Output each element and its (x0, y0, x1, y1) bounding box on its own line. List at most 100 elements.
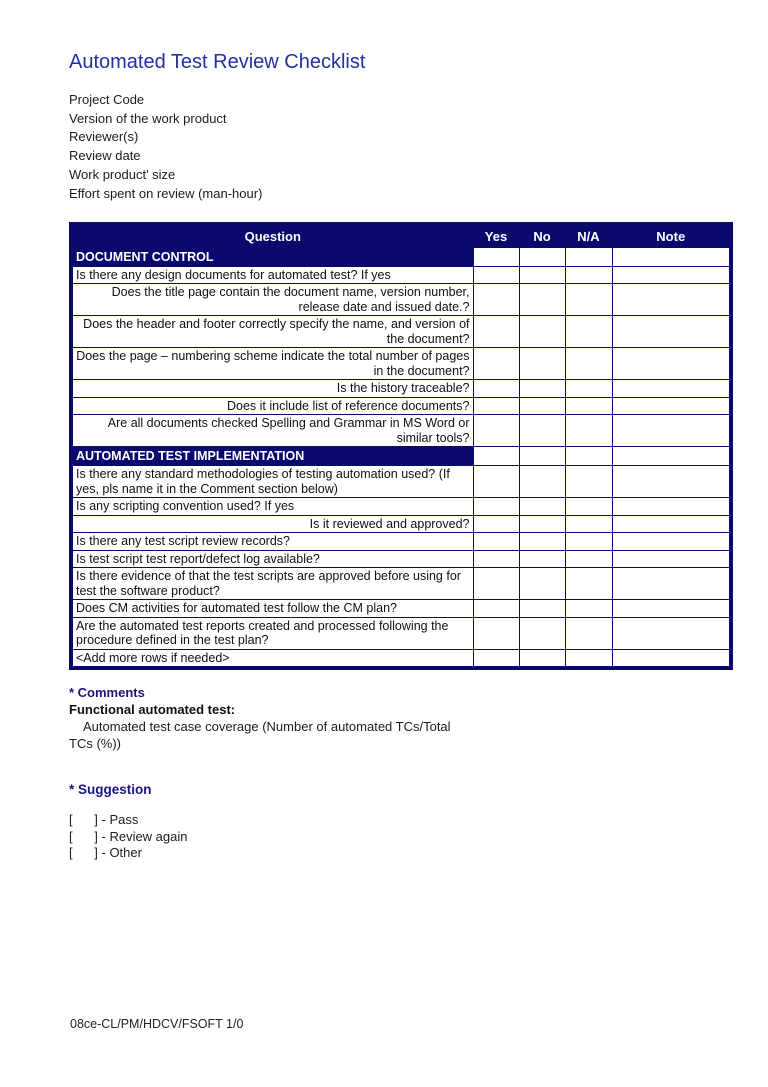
answer-cell-na (564, 567, 613, 601)
column-header-question: Question (70, 223, 474, 248)
answer-cell-note (611, 265, 732, 285)
answer-cell-no (518, 549, 566, 569)
answer-cell-no (518, 567, 566, 601)
table-row: Does CM activities for automated test fo… (70, 599, 732, 618)
answer-cell-yes (472, 648, 520, 669)
comments-heading: * Comments (69, 685, 145, 701)
table-row: Is there any standard methodologies of t… (70, 465, 732, 499)
answer-cell-na (564, 465, 613, 499)
answer-cell-no (518, 265, 566, 285)
answer-cell-note (611, 616, 732, 650)
table-row: Are the automated test reports created a… (70, 616, 732, 650)
table-row: Is it reviewed and approved? (70, 514, 732, 534)
question-cell: Is it reviewed and approved? (70, 514, 474, 534)
meta-field: Reviewer(s) (69, 129, 139, 145)
section-row: DOCUMENT CONTROL (70, 246, 732, 267)
answer-cell-no (518, 246, 566, 267)
answer-cell-no (518, 315, 566, 349)
checklist-table-body: DOCUMENT CONTROL Is there any design doc… (70, 246, 732, 669)
table-row: Does the title page contain the document… (70, 283, 732, 317)
answer-cell-na (564, 379, 613, 398)
answer-cell-note (611, 514, 732, 534)
question-cell: Is there any test script review records? (70, 532, 474, 551)
answer-cell-note (611, 532, 732, 551)
answer-cell-yes (472, 283, 520, 317)
checklist-table-head: Question Yes No N/A Note (70, 223, 732, 248)
question-cell: Is there any design documents for automa… (70, 265, 474, 285)
question-cell: Does the page – numbering scheme indicat… (70, 347, 474, 381)
answer-cell-na (564, 532, 613, 551)
answer-cell-no (518, 465, 566, 499)
column-header-na: N/A (564, 223, 613, 248)
section-row: AUTOMATED TEST IMPLEMENTATION (70, 446, 732, 467)
answer-cell-yes (472, 414, 520, 448)
meta-field: Work product' size (69, 166, 176, 182)
answer-cell-yes (472, 616, 520, 650)
table-row: Is there evidence of that the test scrip… (70, 567, 732, 601)
answer-cell-yes (472, 446, 520, 467)
answer-cell-na (564, 414, 613, 448)
table-row: Is there any test script review records? (70, 532, 732, 551)
meta-field: Effort spent on review (man-hour) (69, 185, 263, 201)
answer-cell-na (564, 514, 613, 534)
answer-cell-na (564, 347, 613, 381)
question-cell: Does the title page contain the document… (70, 283, 474, 317)
answer-cell-note (611, 283, 732, 317)
answer-cell-na (564, 616, 613, 650)
answer-cell-na (564, 549, 613, 569)
question-cell: Is test script test report/defect log av… (70, 549, 474, 569)
page-footer: 08ce-CL/PM/HDCV/FSOFT 1/0 (70, 1017, 244, 1031)
answer-cell-note (611, 549, 732, 569)
answer-cell-note (611, 446, 732, 467)
suggestion-options: [ ] - Pass[ ] - Review again[ ] - Other (69, 812, 729, 862)
question-cell: Are the automated test reports created a… (70, 616, 474, 650)
table-row: Is the history traceable? (70, 379, 732, 398)
answer-cell-yes (472, 396, 520, 416)
section-title-cell: AUTOMATED TEST IMPLEMENTATION (70, 446, 474, 467)
column-header-yes: Yes (472, 223, 520, 248)
checklist-table: Question Yes No N/A Note DOCUMENT CONTROL Is… (69, 222, 733, 671)
answer-cell-note (611, 414, 732, 448)
suggestion-option: [ ] - Review again (69, 828, 188, 844)
answer-cell-na (564, 599, 613, 618)
answer-cell-no (518, 347, 566, 381)
column-header-note: Note (611, 223, 732, 248)
answer-cell-note (611, 379, 732, 398)
answer-cell-na (564, 648, 613, 669)
section-title-cell: DOCUMENT CONTROL (70, 246, 474, 267)
table-row: Is test script test report/defect log av… (70, 549, 732, 569)
answer-cell-note (611, 396, 732, 416)
answer-cell-na (564, 396, 613, 416)
answer-cell-no (518, 497, 566, 516)
meta-fields: Project Code Version of the work product R… (69, 91, 729, 203)
answer-cell-note (611, 599, 732, 618)
answer-cell-na (564, 315, 613, 349)
answer-cell-yes (472, 567, 520, 601)
meta-field: Review date (69, 148, 141, 164)
answer-cell-na (564, 246, 613, 267)
question-cell: Is any scripting convention used? If yes (70, 497, 474, 516)
answer-cell-yes (472, 315, 520, 349)
answer-cell-note (611, 497, 732, 516)
table-row: Are all documents checked Spelling and G… (70, 414, 732, 448)
answer-cell-note (611, 465, 732, 499)
answer-cell-no (518, 532, 566, 551)
answer-cell-yes (472, 265, 520, 285)
answer-cell-note (611, 567, 732, 601)
answer-cell-yes (472, 246, 520, 267)
answer-cell-no (518, 379, 566, 398)
answer-cell-yes (472, 497, 520, 516)
question-cell: Is there any standard methodologies of t… (70, 465, 474, 499)
header-row: Question Yes No N/A Note (70, 223, 732, 248)
meta-field: Project Code (69, 92, 145, 107)
table-row: Does the page – numbering scheme indicat… (70, 347, 732, 381)
answer-cell-yes (472, 549, 520, 569)
table-row: Is there any design documents for automa… (70, 265, 732, 285)
answer-cell-note (611, 246, 732, 267)
answer-cell-no (518, 616, 566, 650)
question-cell: <Add more rows if needed> (70, 648, 474, 669)
answer-cell-no (518, 648, 566, 669)
answer-cell-yes (472, 532, 520, 551)
answer-cell-no (518, 414, 566, 448)
